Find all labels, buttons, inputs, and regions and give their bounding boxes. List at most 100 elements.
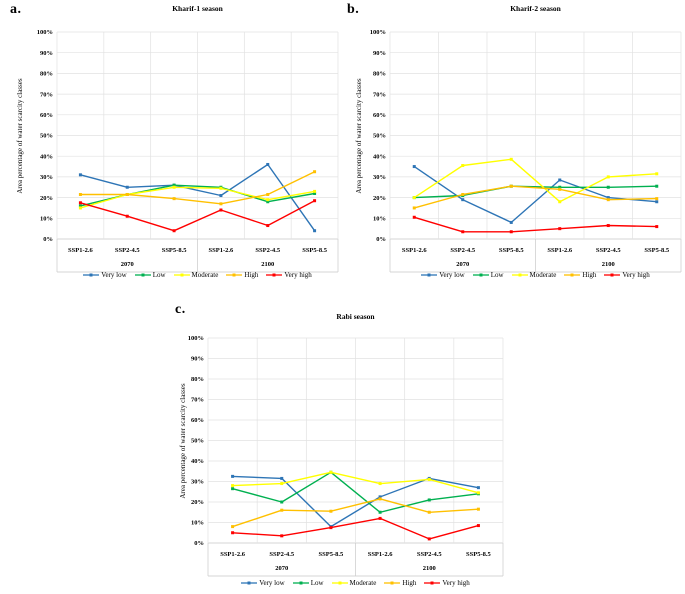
legend-item: Low (134, 271, 166, 279)
legend-item: Very low (241, 579, 285, 587)
legend-line-marker-icon (331, 581, 348, 585)
svg-text:SSP5-8.5: SSP5-8.5 (319, 551, 344, 558)
legend-label: Very low (439, 271, 465, 279)
svg-text:SSP5-8.5: SSP5-8.5 (302, 247, 327, 254)
plot-area: 0% 10% 20% 30% 40% 50% 60% 70% 80% 90% 100% SSP1-2.… (370, 29, 682, 273)
legend-label: Very low (101, 271, 127, 279)
svg-text:90%: 90% (373, 50, 386, 57)
svg-text:90%: 90% (191, 356, 204, 363)
svg-text:100%: 100% (188, 335, 204, 342)
svg-text:2070: 2070 (121, 261, 134, 268)
legend-label: Moderate (349, 579, 377, 587)
chart-title-rabi: Rabi season (336, 312, 375, 321)
svg-text:2100: 2100 (602, 261, 615, 268)
legend-line-marker-icon (384, 581, 401, 585)
legend-item: Moderate (173, 271, 218, 279)
svg-text:50%: 50% (373, 133, 386, 140)
svg-text:60%: 60% (40, 112, 53, 119)
legend-item: Very low (83, 271, 127, 279)
legend-line-marker-icon (134, 273, 151, 277)
svg-text:90%: 90% (40, 50, 53, 57)
legend-item: High (384, 579, 416, 587)
svg-text:SSP5-8.5: SSP5-8.5 (499, 247, 524, 254)
legend-line-marker-icon (472, 273, 489, 277)
legend-item: Very high (424, 579, 470, 587)
svg-text:20%: 20% (191, 499, 204, 506)
svg-text:2070: 2070 (275, 565, 288, 572)
svg-text:50%: 50% (40, 133, 53, 140)
svg-text:SSP5-8.5: SSP5-8.5 (162, 247, 187, 254)
svg-text:0%: 0% (376, 236, 386, 243)
svg-text:70%: 70% (40, 91, 53, 98)
legend-line-marker-icon (83, 273, 100, 277)
svg-text:SSP2-4.5: SSP2-4.5 (115, 247, 140, 254)
svg-text:100%: 100% (370, 29, 386, 36)
legend-label: Very high (622, 271, 650, 279)
svg-text:0%: 0% (43, 236, 53, 243)
svg-text:20%: 20% (373, 195, 386, 202)
panel-label-a: a. (10, 2, 22, 17)
svg-text:2070: 2070 (456, 261, 469, 268)
svg-text:70%: 70% (373, 91, 386, 98)
svg-text:80%: 80% (373, 71, 386, 78)
legend-item: Low (292, 579, 324, 587)
legend-line-marker-icon (511, 273, 528, 277)
legend-line-marker-icon (421, 273, 438, 277)
legend-item: Very high (266, 271, 312, 279)
legend-label: Low (490, 271, 504, 279)
svg-text:SSP5-8.5: SSP5-8.5 (466, 551, 491, 558)
svg-text:SSP2-4.5: SSP2-4.5 (596, 247, 621, 254)
svg-text:60%: 60% (191, 417, 204, 424)
legend-label: Low (152, 271, 166, 279)
svg-text:SSP2-4.5: SSP2-4.5 (269, 551, 294, 558)
svg-text:SSP1-2.6: SSP1-2.6 (68, 247, 93, 254)
plot-area: 0% 10% 20% 30% 40% 50% 60% 70% 80% 90% 100% SSP1-2.… (188, 335, 504, 577)
legend-item: Very low (421, 271, 465, 279)
legend-label: High (582, 271, 597, 279)
svg-text:60%: 60% (373, 112, 386, 119)
legend-line-marker-icon (173, 273, 190, 277)
svg-text:30%: 30% (191, 479, 204, 486)
svg-text:SSP2-4.5: SSP2-4.5 (450, 247, 475, 254)
legend-label: Moderate (529, 271, 557, 279)
legend-label: Very high (442, 579, 470, 587)
legend: Very low Low Moderate High Very high (390, 271, 681, 279)
legend-line-marker-icon (241, 581, 258, 585)
legend-item: Very high (604, 271, 650, 279)
panel-label-b: b. (347, 2, 360, 17)
legend-item: Moderate (331, 579, 377, 587)
legend-item: High (564, 271, 596, 279)
svg-text:SSP2-4.5: SSP2-4.5 (417, 551, 442, 558)
svg-text:50%: 50% (191, 438, 204, 445)
legend-line-marker-icon (226, 273, 243, 277)
svg-text:40%: 40% (40, 153, 53, 160)
svg-text:30%: 30% (40, 174, 53, 181)
legend-label: Very low (259, 579, 285, 587)
svg-text:SSP5-8.5: SSP5-8.5 (644, 247, 669, 254)
legend-line-marker-icon (604, 273, 621, 277)
svg-text:SSP1-2.6: SSP1-2.6 (547, 247, 572, 254)
legend-label: Low (310, 579, 324, 587)
svg-text:SSP1-2.6: SSP1-2.6 (209, 247, 234, 254)
svg-text:80%: 80% (191, 376, 204, 383)
svg-text:10%: 10% (40, 216, 53, 223)
chart-title-kharif1: Kharif-1 season (172, 4, 223, 13)
legend-line-marker-icon (424, 581, 441, 585)
svg-text:20%: 20% (40, 195, 53, 202)
chart-title-kharif2: Kharif-2 season (510, 4, 561, 13)
svg-text:10%: 10% (191, 520, 204, 527)
chart-panel-rabi: c. Rabi season Area percentage of water … (173, 302, 505, 594)
legend: Very low Low Moderate High Very high (208, 579, 503, 587)
chart-panel-kharif2: b. Kharif-2 season Area percentage of wa… (345, 2, 683, 294)
svg-text:100%: 100% (37, 29, 53, 36)
chart-panel-kharif1: a. Kharif-1 season Area percentage of wa… (8, 2, 340, 294)
svg-text:SSP1-2.6: SSP1-2.6 (402, 247, 427, 254)
legend-item: Low (472, 271, 504, 279)
svg-text:0%: 0% (194, 540, 204, 547)
panel-label-c: c. (175, 302, 186, 317)
svg-text:10%: 10% (373, 216, 386, 223)
svg-text:SSP1-2.6: SSP1-2.6 (220, 551, 245, 558)
legend-label: High (244, 271, 259, 279)
plot-area: 0% 10% 20% 30% 40% 50% 60% 70% 80% 90% 100% SSP1-2.… (37, 29, 339, 273)
